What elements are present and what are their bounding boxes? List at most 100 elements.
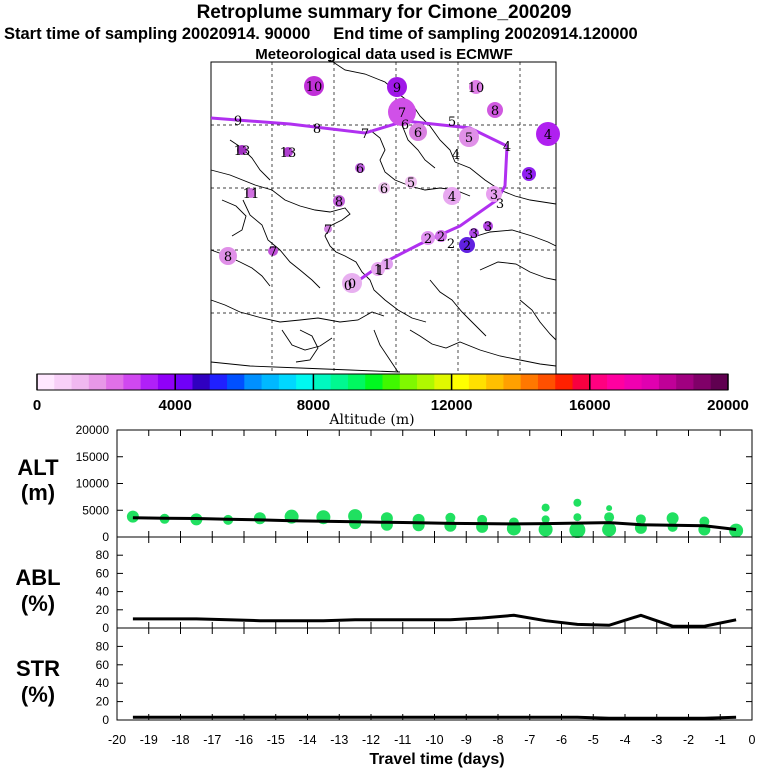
colorbar-swatch — [140, 374, 159, 390]
colorbar-tick-label: 20000 — [707, 397, 749, 414]
x-tick-label: 0 — [749, 733, 756, 747]
colorbar-swatch — [589, 374, 608, 390]
altitude-scatter-point — [445, 512, 456, 523]
trajectory-point-label: 5 — [465, 131, 473, 146]
coastline — [479, 261, 557, 281]
trajectory-path — [210, 116, 509, 287]
coastline — [229, 139, 271, 181]
trajectory-point-label: 8 — [224, 250, 232, 265]
x-tick-label: -10 — [425, 733, 443, 747]
colorbar-swatch — [123, 374, 142, 390]
x-tick-label: -2 — [683, 733, 694, 747]
altitude-scatter-point — [573, 498, 582, 507]
colorbar-swatch — [693, 374, 712, 390]
altitude-scatter-point — [569, 522, 586, 539]
altitude-scatter-point — [380, 518, 393, 531]
colorbar-swatch — [365, 374, 383, 390]
colorbar-swatch — [624, 374, 643, 390]
altitude-scatter-point — [126, 510, 139, 523]
colorbar-label: Altitude (m) — [328, 412, 414, 428]
trajectory-point-label: 2 — [437, 230, 445, 245]
panel-title: ABL — [15, 565, 60, 590]
y-tick-label: 0 — [102, 530, 109, 544]
trajectory-point-marker — [469, 228, 479, 238]
trajectory-point-marker — [483, 221, 493, 231]
x-tick-label: -15 — [267, 733, 285, 747]
altitude-scatter-point — [604, 512, 615, 523]
trajectory-point-label: 4 — [503, 140, 511, 155]
trajectory-point-label: 1 — [374, 263, 382, 278]
altitude-scatter-point — [635, 514, 646, 525]
colorbar-tick-labels: 0 4000 8000 12000 16000 20000 — [33, 397, 749, 414]
trajectory-point-label: 1 — [376, 264, 384, 279]
colorbar-swatch — [710, 374, 729, 390]
altitude-scatter-point — [253, 512, 266, 525]
altitude-colorbar — [36, 373, 729, 391]
coastline — [221, 199, 247, 237]
trajectory-point-label: 2 — [424, 232, 432, 247]
colorbar-swatch — [537, 374, 556, 390]
y-tick-label: 0 — [102, 621, 109, 635]
panel-unit: (%) — [21, 591, 55, 616]
y-tick-label: 60 — [96, 658, 110, 672]
trajectory-point-label: 3 — [484, 220, 492, 235]
trajectory-point-label: 4 — [448, 190, 456, 205]
altitude-scatter-point — [412, 519, 425, 532]
colorbar-swatch — [88, 374, 107, 390]
trajectory-point-marker — [522, 167, 536, 181]
colorbar-swatch — [227, 374, 245, 390]
sampling-period-text: Start time of sampling 20020914. 90000 E… — [4, 25, 638, 43]
x-tick-label: -9 — [461, 733, 472, 747]
colorbar-tick-label: 0 — [33, 397, 41, 414]
trajectory-point-label: 13 — [234, 144, 251, 159]
trajectory-point-label: 3 — [470, 227, 478, 242]
x-tick-label: -11 — [394, 733, 411, 747]
panel-title: STR — [16, 656, 60, 681]
panel-unit: (m) — [21, 480, 55, 505]
x-tick-label: -8 — [492, 733, 503, 747]
trajectory-point-label: 6 — [356, 162, 364, 177]
trajectory-point-marker — [421, 231, 435, 245]
trajectory-point-marker — [405, 176, 417, 188]
trajectory-point-label: 3 — [490, 188, 498, 203]
trajectory-point-marker — [324, 225, 332, 233]
colorbar-swatch — [520, 374, 539, 390]
time-series-panels: ALT(m)05000100001500020000ABL(%)02040608… — [15, 423, 753, 727]
colorbar-swatch — [106, 374, 124, 390]
panel-frame — [116, 627, 753, 721]
colorbar-swatch — [555, 374, 574, 390]
y-tick-label: 40 — [96, 585, 110, 599]
x-tick-label: -19 — [140, 733, 158, 747]
trajectory-point-marker — [536, 122, 560, 146]
trajectory-point-marker — [378, 182, 390, 194]
coastline — [373, 329, 399, 373]
y-tick-label: 20 — [96, 695, 110, 709]
colorbar-swatch — [54, 374, 73, 390]
altitude-scatter-point — [541, 515, 550, 524]
colorbar-swatch — [296, 374, 314, 390]
trajectory-point-marker — [409, 123, 427, 141]
panel-unit: (%) — [21, 682, 55, 707]
trajectory-point-label: 3 — [496, 197, 504, 212]
colorbar-swatch — [607, 374, 625, 390]
colorbar-swatch — [192, 374, 211, 390]
trajectory-point-marker — [219, 247, 237, 265]
coastline — [469, 229, 557, 247]
trajectory-point-marker — [443, 187, 461, 205]
altitude-scatter-point — [699, 516, 710, 527]
coastline — [409, 329, 557, 367]
coastline — [369, 129, 471, 197]
series-line-str — [132, 715, 737, 720]
colorbar-swatch — [209, 374, 228, 390]
y-tick-label: 60 — [96, 566, 110, 580]
trajectory-point-marker — [355, 163, 365, 173]
trajectory-point-label: 2 — [463, 239, 471, 254]
trajectory-point-label: 1 — [383, 258, 391, 273]
panel-title: ALT — [17, 455, 59, 480]
trajectory-point-marker — [342, 273, 362, 293]
coastline — [295, 329, 319, 363]
altitude-scatter-point — [606, 505, 613, 512]
altitude-scatter-point — [573, 513, 582, 522]
y-tick-label: 10000 — [76, 477, 110, 491]
